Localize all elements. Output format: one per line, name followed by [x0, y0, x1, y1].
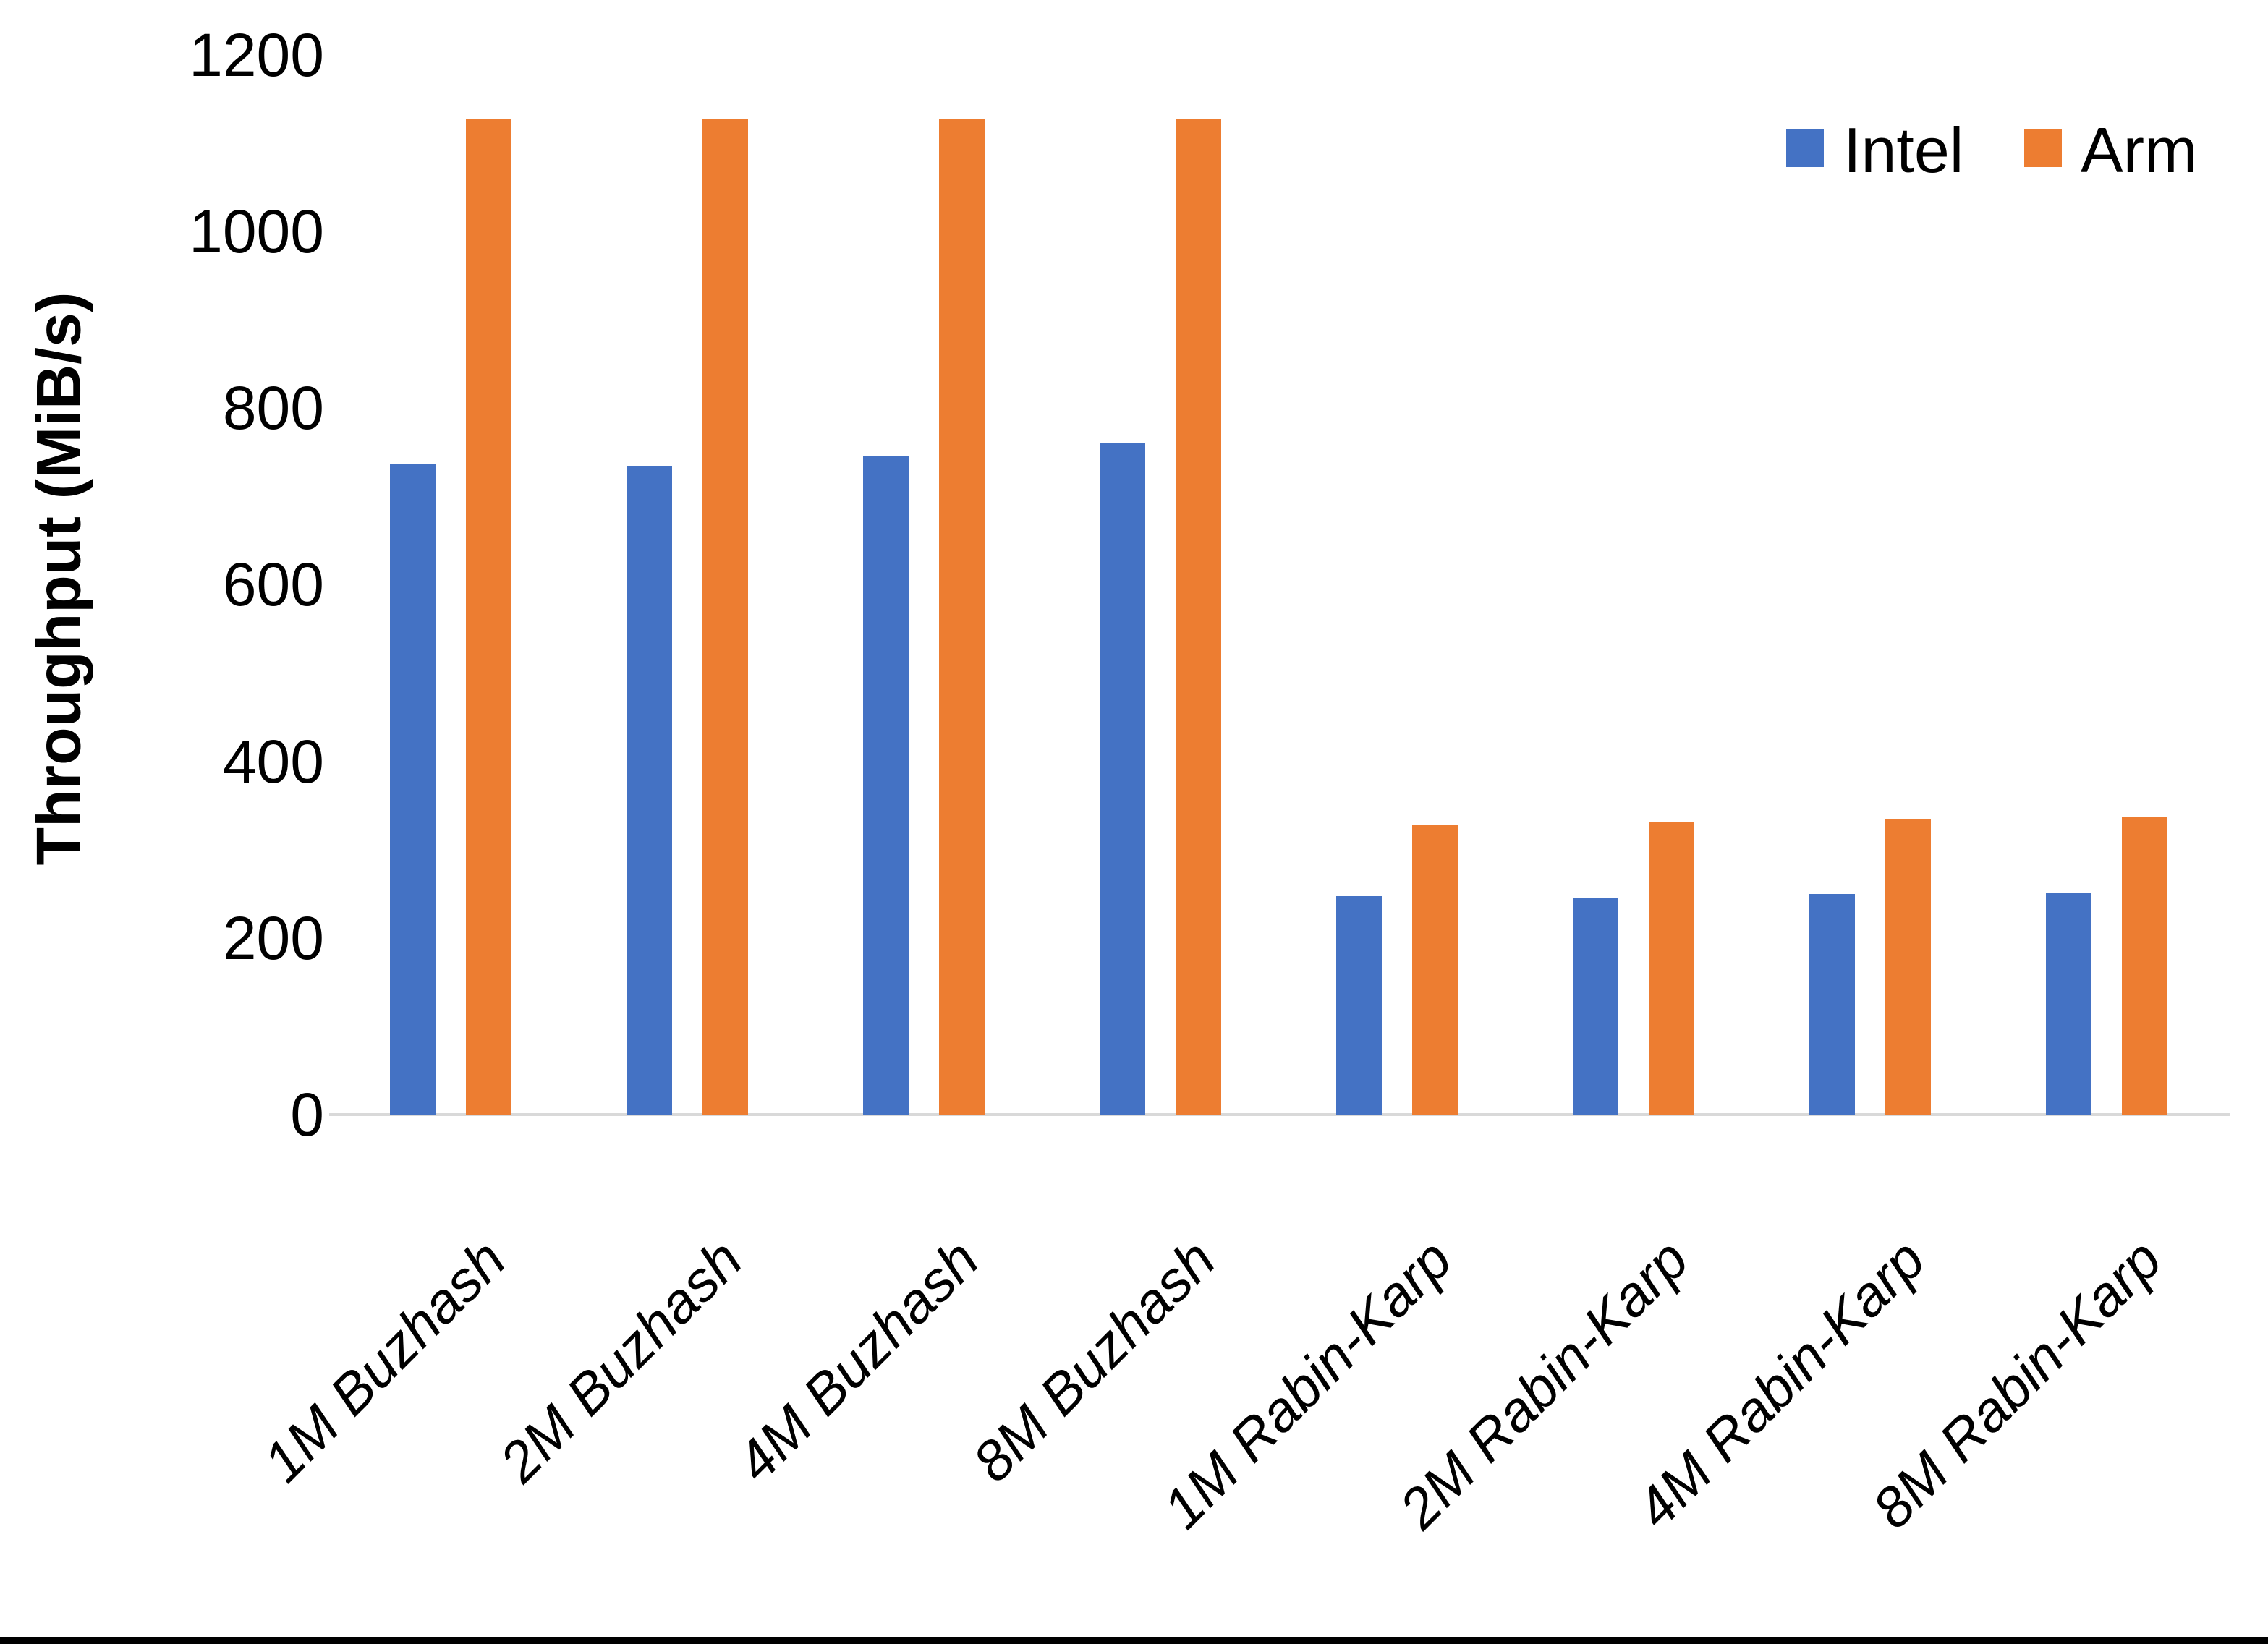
bar-arm-1m-rabin-karp: [1412, 825, 1458, 1115]
bar-intel-4m-buzhash: [863, 456, 909, 1115]
bar-arm-2m-buzhash: [702, 119, 748, 1115]
y-tick-label: 600: [222, 550, 324, 618]
bar-intel-2m-buzhash: [627, 466, 672, 1115]
legend-intel-swatch: [1786, 129, 1824, 167]
bottom-border: [0, 1637, 2268, 1644]
y-tick-label: 1200: [189, 21, 324, 89]
y-tick-label: 1000: [189, 197, 324, 265]
bar-intel-8m-rabin-karp: [2046, 893, 2091, 1115]
y-tick-label: 200: [222, 904, 324, 972]
bar-arm-4m-buzhash: [939, 119, 985, 1115]
x-category-label: 8M Buzhash: [960, 1227, 1228, 1494]
bar-intel-1m-rabin-karp: [1336, 896, 1382, 1115]
legend-arm-label: Arm: [2081, 114, 2198, 186]
legend-arm-swatch: [2024, 129, 2062, 167]
x-axis-line: [329, 1113, 2230, 1116]
y-tick-label: 0: [290, 1081, 324, 1149]
y-tick-label: 800: [222, 374, 324, 442]
x-category-label: 1M Buzhash: [250, 1227, 518, 1494]
bar-intel-8m-buzhash: [1100, 443, 1145, 1115]
bar-intel-4m-rabin-karp: [1809, 894, 1855, 1115]
bar-arm-2m-rabin-karp: [1649, 822, 1694, 1115]
bar-arm-8m-buzhash: [1176, 119, 1221, 1115]
bar-arm-8m-rabin-karp: [2122, 817, 2167, 1115]
x-category-label: 4M Buzhash: [723, 1227, 991, 1494]
bar-arm-4m-rabin-karp: [1885, 819, 1931, 1115]
bar-intel-2m-rabin-karp: [1573, 898, 1618, 1115]
y-tick-label: 400: [222, 728, 324, 796]
bar-arm-1m-buzhash: [466, 119, 511, 1115]
bar-intel-1m-buzhash: [390, 464, 436, 1115]
legend-intel-label: Intel: [1843, 114, 1964, 186]
x-category-label: 2M Buzhash: [487, 1227, 755, 1494]
